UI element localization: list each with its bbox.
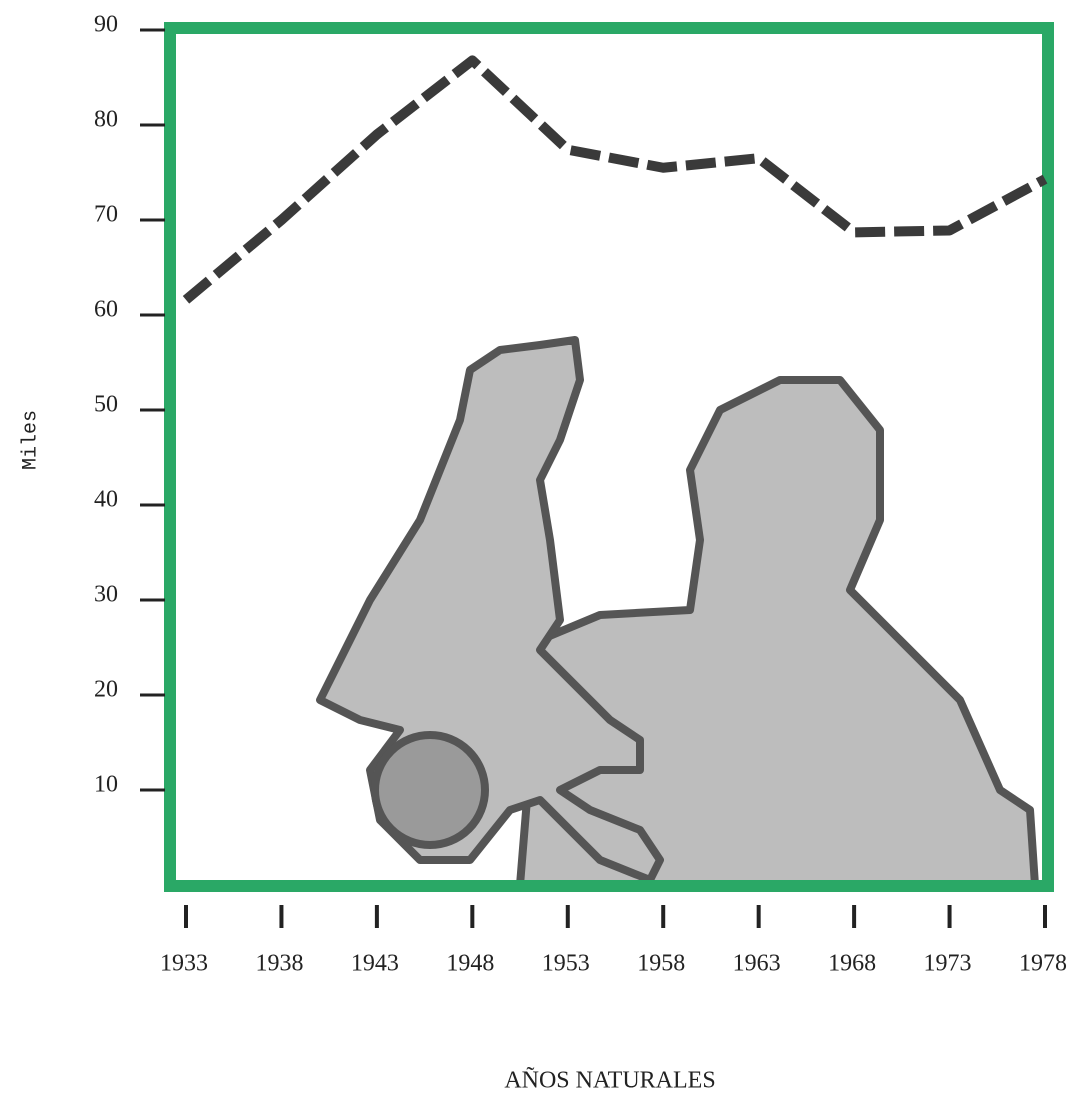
y-tick-label: 90 [94,12,118,38]
x-tick-label: 1938 [255,951,303,977]
x-tick-label: 1973 [924,951,972,977]
x-tick-label: 1933 [160,951,208,977]
x-axis-label: AÑOS NATURALES [504,1068,715,1094]
illustration [316,336,1039,889]
y-axis-label: Miles [19,410,42,470]
y-tick-label: 80 [94,107,118,133]
x-tick-label: 1948 [446,951,494,977]
y-tick-label: 60 [94,297,118,323]
x-tick-label: 1953 [542,951,590,977]
x-tick-label: 1978 [1019,951,1067,977]
x-tick-label: 1943 [351,951,399,977]
line-series [182,55,1048,304]
x-tick-label: 1968 [828,951,876,977]
x-tick-label: 1963 [733,951,781,977]
frame [164,22,1054,892]
x-tick-label: 1958 [637,951,685,977]
y-tick-label: 10 [94,772,118,798]
y-tick-label: 30 [94,582,118,608]
y-tick-label: 50 [94,392,118,418]
y-tick-label: 20 [94,677,118,703]
y-tick-label: 70 [94,202,118,228]
y-tick-label: 40 [94,487,118,513]
